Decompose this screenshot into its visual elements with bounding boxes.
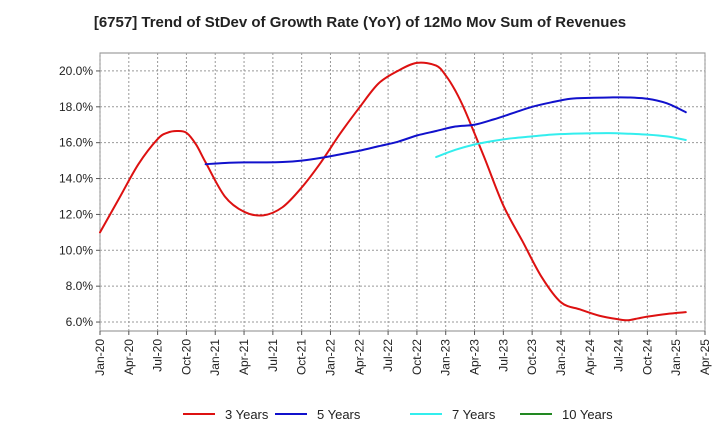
legend-label-5-years: 5 Years — [317, 407, 361, 422]
x-tick-label: Oct-22 — [410, 339, 424, 375]
y-tick-label: 16.0% — [59, 136, 93, 150]
legend: 3 Years 5 Years 7 Years 10 Years — [183, 407, 613, 422]
legend-label-10-years: 10 Years — [562, 407, 613, 422]
series-line-3-years — [99, 61, 687, 322]
x-tick-label: Jan-22 — [323, 339, 337, 376]
x-tick-label: Oct-24 — [640, 339, 654, 375]
y-tick-label: 14.0% — [59, 172, 93, 186]
x-tick-label: Jan-23 — [439, 339, 453, 376]
y-axis-ticks: 6.0% 8.0% 10.0% 12.0% 14.0% 16.0% 18.0% 20.0% — [59, 64, 100, 329]
x-tick-label: Apr-20 — [122, 339, 136, 375]
y-tick-label: 12.0% — [59, 207, 93, 221]
x-tick-label: Jul-20 — [151, 339, 165, 372]
x-tick-label: Apr-24 — [583, 339, 597, 375]
x-tick-label: Apr-23 — [468, 339, 482, 375]
y-tick-label: 10.0% — [59, 243, 93, 257]
y-tick-label: 18.0% — [59, 100, 93, 114]
series-line-5-years — [204, 96, 687, 166]
x-tick-label: Jul-21 — [266, 339, 280, 372]
x-tick-label: Jan-21 — [208, 339, 222, 376]
grid-lines — [99, 53, 706, 331]
x-tick-label: Jan-25 — [669, 339, 683, 376]
x-tick-label: Apr-25 — [698, 339, 712, 375]
y-tick-label: 8.0% — [66, 279, 94, 293]
series-line-7-years — [435, 132, 687, 159]
x-tick-label: Jul-24 — [612, 339, 626, 372]
x-tick-label: Jul-23 — [496, 339, 510, 372]
y-tick-label: 20.0% — [59, 64, 93, 78]
x-axis-ticks: Jan-20 Apr-20 Jul-20 Oct-20 Jan-21 Apr-21 Jul-… — [93, 331, 712, 376]
x-tick-label: Apr-21 — [237, 339, 251, 375]
x-tick-label: Jan-24 — [554, 339, 568, 376]
x-tick-label: Oct-23 — [525, 339, 539, 375]
legend-label-7-years: 7 Years — [452, 407, 496, 422]
x-tick-label: Jan-20 — [93, 339, 107, 376]
x-tick-label: Oct-21 — [295, 339, 309, 375]
y-tick-label: 6.0% — [66, 315, 94, 329]
chart-title: [6757] Trend of StDev of Growth Rate (Yo… — [93, 14, 627, 31]
legend-label-3-years: 3 Years — [225, 407, 269, 422]
x-tick-label: Apr-22 — [352, 339, 366, 375]
series-lines — [99, 61, 687, 322]
x-tick-label: Oct-20 — [179, 339, 193, 375]
plot-area — [99, 52, 706, 332]
x-tick-label: Jul-22 — [381, 339, 395, 372]
